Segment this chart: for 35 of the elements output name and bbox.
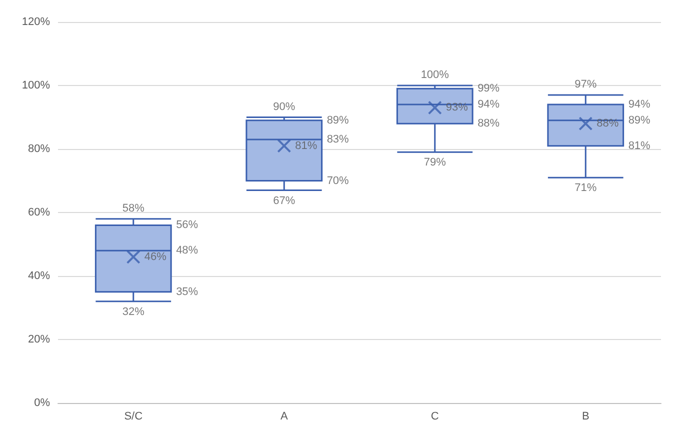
annotation: 79%	[424, 156, 446, 169]
x-tick-label: B	[582, 410, 590, 422]
annotation: 81%	[295, 140, 318, 152]
x-tick-label: S/C	[124, 410, 143, 422]
annotation: 70%	[326, 174, 350, 187]
x-tick-label: A	[280, 410, 288, 422]
annotation: 56%	[176, 219, 198, 232]
annotation: 67%	[273, 194, 296, 207]
x-tick-label: C	[430, 410, 439, 422]
y-tick-label: 100%	[22, 80, 50, 92]
annotation: 94%	[478, 98, 500, 111]
y-tick-label: 60%	[28, 206, 50, 218]
annotation: 88%	[596, 118, 619, 130]
annotation: 88%	[478, 118, 500, 130]
annotation: 46%	[144, 250, 167, 263]
annotation: 81%	[628, 140, 651, 152]
y-tick-label: 120%	[22, 16, 50, 28]
y-tick-label: 40%	[28, 270, 50, 282]
annotation: 83%	[326, 133, 350, 146]
annotation: 71%	[574, 182, 597, 194]
annotation: 89%	[628, 114, 651, 126]
y-tick-label: 0%	[34, 397, 50, 409]
y-tick-label: 20%	[28, 334, 50, 346]
annotation: 32%	[122, 306, 145, 318]
annotation: 48%	[176, 244, 198, 257]
annotation: 100%	[420, 69, 450, 81]
annotation: 94%	[628, 98, 651, 111]
annotation: 89%	[326, 114, 350, 126]
annotation: 93%	[446, 102, 468, 114]
annotation: 90%	[273, 100, 296, 113]
annotation: 35%	[176, 286, 198, 298]
y-tick-label: 80%	[28, 143, 50, 155]
annotation: 99%	[478, 82, 500, 95]
annotation: 97%	[574, 78, 597, 91]
annotation: 58%	[122, 202, 145, 214]
